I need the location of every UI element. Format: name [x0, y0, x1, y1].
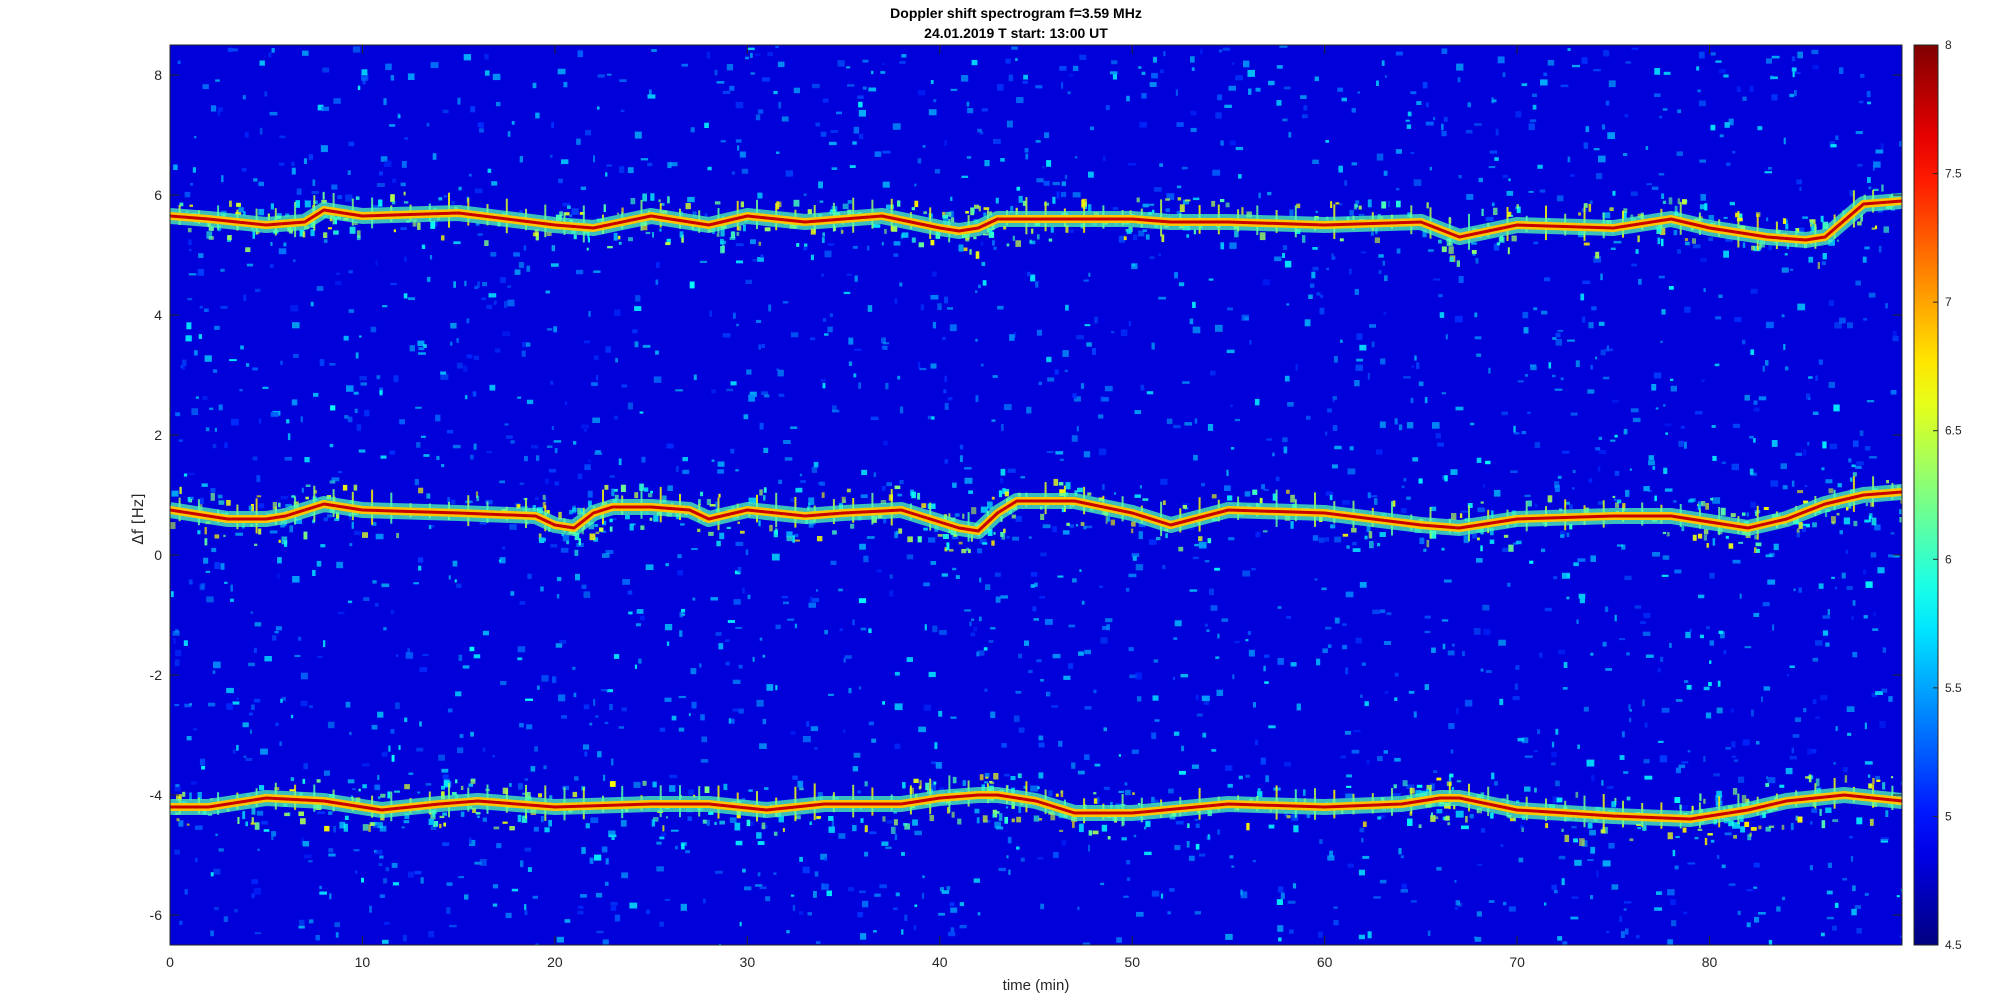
colorbar-tick-label: 6.5: [1945, 424, 1962, 438]
x-tick-label: 40: [932, 954, 948, 970]
trace-line-2: [170, 793, 1902, 821]
plot-frame: [169, 44, 1903, 946]
y-tick-label: -2: [150, 667, 163, 683]
x-tick-label: 80: [1702, 954, 1718, 970]
y-axis-label: Δf [Hz]: [129, 493, 147, 544]
y-tick-label: -4: [150, 787, 163, 803]
chart-subtitle: 24.01.2019 T start: 13:00 UT: [924, 25, 1108, 41]
colorbar-tick-label: 4.5: [1945, 938, 1962, 952]
y-tick-label: 2: [154, 427, 162, 443]
y-tick-label: 8: [154, 67, 162, 83]
x-tick-label: 50: [1124, 954, 1140, 970]
y-tick-label: -6: [150, 907, 163, 923]
x-tick-label: 10: [355, 954, 371, 970]
trace-line-1: [170, 490, 1902, 533]
colorbar-tick-label: 6: [1945, 552, 1952, 566]
x-tick-label: 30: [740, 954, 756, 970]
colorbar-tick-label: 5.5: [1945, 681, 1962, 695]
x-axis-label: time (min): [1003, 977, 1070, 994]
colorbar-tick-label: 8: [1945, 38, 1952, 52]
trace-line-0: [170, 199, 1902, 242]
chart-title: Doppler shift spectrogram f=3.59 MHz: [890, 5, 1142, 21]
x-tick-label: 20: [547, 954, 563, 970]
colorbar-tick-label: 5: [1945, 809, 1952, 823]
y-tick-label: 6: [154, 187, 162, 203]
traces-group: [170, 184, 1902, 846]
colorbar-tick-label: 7: [1945, 295, 1952, 309]
x-tick-label: 70: [1509, 954, 1525, 970]
x-tick-label: 0: [166, 954, 174, 970]
y-tick-label: 0: [154, 547, 162, 563]
colorbar: [1913, 44, 1939, 946]
x-tick-label: 60: [1317, 954, 1333, 970]
y-tick-label: 4: [154, 307, 162, 323]
colorbar-tick-label: 7.5: [1945, 167, 1962, 181]
